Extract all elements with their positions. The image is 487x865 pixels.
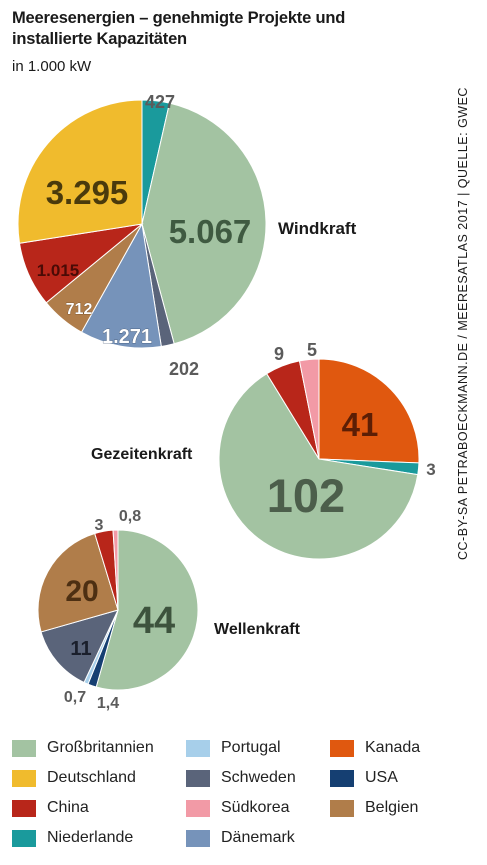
windkraft-label-grossbritannien: 5.067 xyxy=(169,213,252,250)
gezeitenkraft-slice-grossbritannien xyxy=(218,373,419,560)
windkraft-label-schweden: 202 xyxy=(169,359,199,379)
legend-label-usa: USA xyxy=(365,769,398,786)
windkraft-label-deutschland: 3.295 xyxy=(46,174,129,211)
legend-label-deutschland: Deutschland xyxy=(47,769,136,786)
legend-label-kanada: Kanada xyxy=(365,739,421,756)
legend-label-niederlande: Niederlande xyxy=(47,829,134,846)
legend-item-usa: USA xyxy=(330,768,398,788)
wellenkraft-label-grossbritannien: 44 xyxy=(133,600,175,642)
windkraft-label-china: 1.015 xyxy=(37,261,80,280)
legend-label-belgien: Belgien xyxy=(365,799,419,816)
legend-item-suedkorea: Südkorea xyxy=(186,798,290,818)
legend-item-kanada: Kanada xyxy=(330,738,420,758)
gezeitenkraft-label-china: 9 xyxy=(274,344,284,364)
gezeitenkraft-label-niederlande: 3 xyxy=(426,460,435,479)
legend-swatch-china xyxy=(12,799,36,817)
legend-item-daenemark: Dänemark xyxy=(186,828,295,848)
wellenkraft-label-usa: 1,4 xyxy=(97,695,119,712)
legend-swatch-grossbritannien xyxy=(12,739,36,757)
wellenkraft-title: Wellenkraft xyxy=(214,621,301,638)
wellenkraft-label-china: 3 xyxy=(95,517,104,534)
legend-swatch-usa xyxy=(330,769,354,787)
legend-item-portugal: Portugal xyxy=(186,738,281,758)
wellenkraft-slice-suedkorea xyxy=(112,529,119,611)
legend-label-china: China xyxy=(47,799,89,816)
wellenkraft-label-suedkorea: 0,8 xyxy=(119,508,141,525)
gezeitenkraft-label-kanada: 41 xyxy=(342,406,379,443)
legend: Großbritannien Deutschland China Niederland… xyxy=(12,738,482,860)
legend-item-niederlande: Niederlande xyxy=(12,828,133,848)
pie-charts: 427 5.067 202 1.271 712 1.015 3.295 Windkraft 41… xyxy=(17,92,436,712)
legend-item-grossbritannien: Großbritannien xyxy=(12,738,154,758)
legend-label-daenemark: Dänemark xyxy=(221,829,295,846)
gezeitenkraft-label-suedkorea: 5 xyxy=(307,340,317,360)
legend-swatch-niederlande xyxy=(12,829,36,847)
legend-swatch-suedkorea xyxy=(186,799,210,817)
windkraft-slice-daenemark xyxy=(80,222,162,349)
legend-item-belgien: Belgien xyxy=(330,798,418,818)
legend-swatch-schweden xyxy=(186,769,210,787)
legend-swatch-daenemark xyxy=(186,829,210,847)
wellenkraft-label-schweden: 11 xyxy=(70,638,91,660)
legend-label-portugal: Portugal xyxy=(221,739,281,756)
wellenkraft-slice-belgien xyxy=(37,532,119,633)
legend-item-deutschland: Deutschland xyxy=(12,768,136,788)
windkraft-slice-grossbritannien xyxy=(141,102,267,345)
wellenkraft-label-portugal: 0,7 xyxy=(64,689,86,706)
gezeitenkraft-label-grossbritannien: 102 xyxy=(267,469,345,522)
gezeitenkraft-slice-kanada xyxy=(318,358,420,464)
wellenkraft-slice-grossbritannien xyxy=(95,529,199,691)
legend-label-grossbritannien: Großbritannien xyxy=(47,739,154,756)
legend-item-china: China xyxy=(12,798,89,818)
unit-label: in 1.000 kW xyxy=(12,58,92,75)
legend-label-suedkorea: Südkorea xyxy=(221,799,290,816)
legend-item-schweden: Schweden xyxy=(186,768,296,788)
gezeitenkraft-slice-suedkorea xyxy=(298,358,320,460)
windkraft-pie xyxy=(17,99,267,349)
wellenkraft-label-belgien: 20 xyxy=(65,575,98,608)
wellenkraft-slice-schweden xyxy=(40,609,119,684)
chart-title: Meeresenergien – genehmigte Projekte und… xyxy=(12,9,346,48)
wellenkraft-pie xyxy=(37,529,199,691)
legend-swatch-kanada xyxy=(330,739,354,757)
legend-swatch-deutschland xyxy=(12,769,36,787)
legend-label-schweden: Schweden xyxy=(221,769,296,786)
gezeitenkraft-pie xyxy=(218,358,420,560)
legend-swatch-portugal xyxy=(186,739,210,757)
windkraft-label-daenemark: 1.271 xyxy=(102,326,152,348)
legend-swatch-belgien xyxy=(330,799,354,817)
windkraft-label-belgien: 712 xyxy=(66,301,93,318)
gezeitenkraft-title: Gezeitenkraft xyxy=(91,446,193,463)
windkraft-label-niederlande: 427 xyxy=(145,92,175,112)
windkraft-slice-deutschland xyxy=(17,99,143,244)
windkraft-title: Windkraft xyxy=(278,219,357,238)
